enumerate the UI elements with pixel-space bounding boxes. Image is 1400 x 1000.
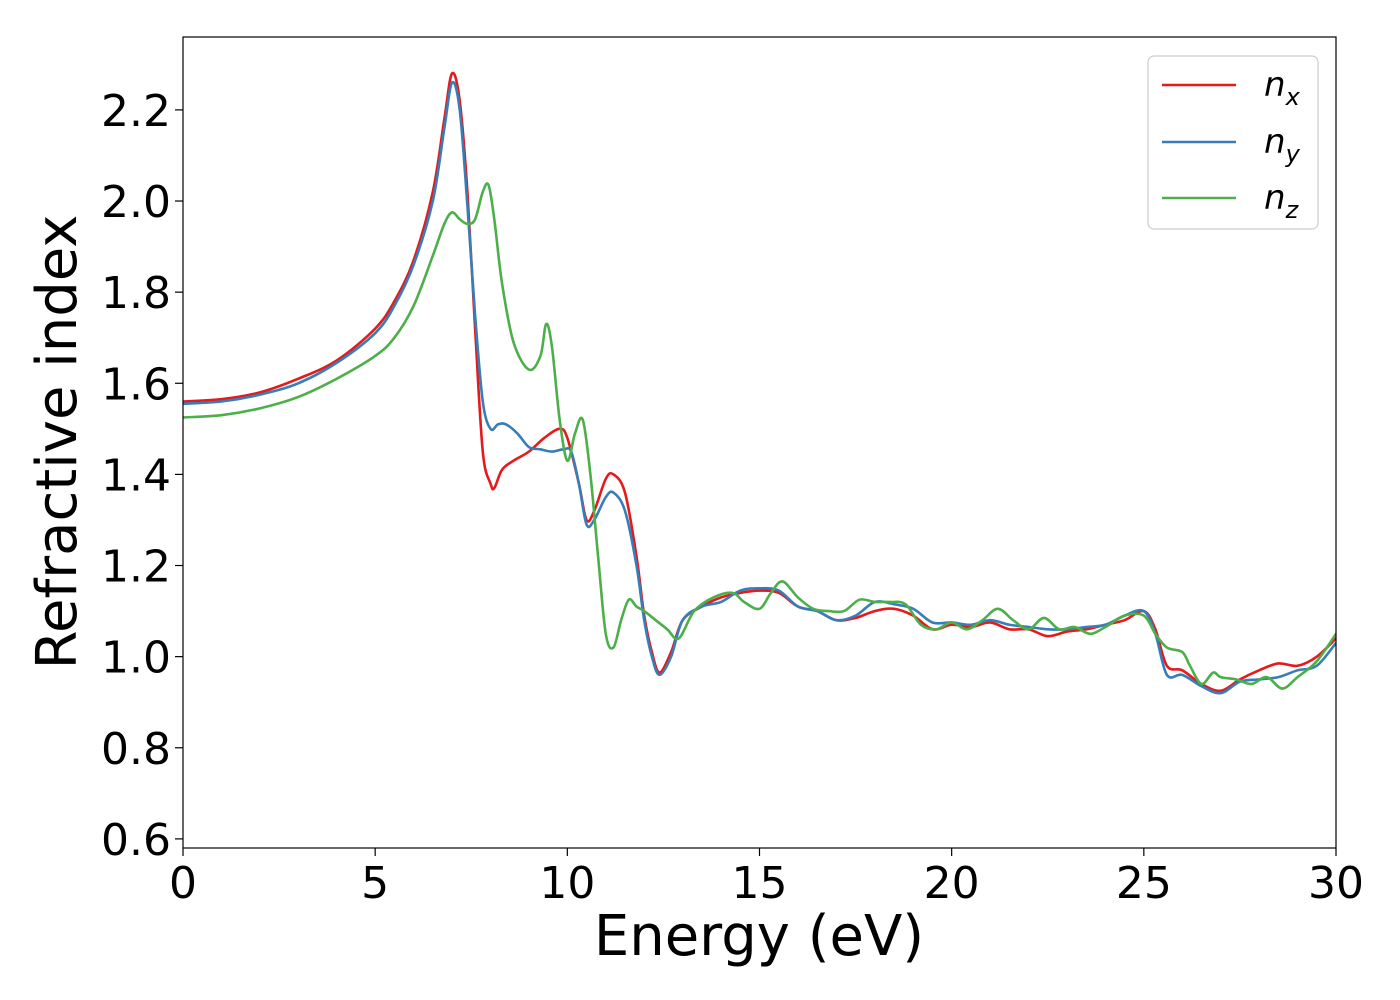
y-tick-label: 1.0: [101, 633, 171, 684]
y-tick-label: 0.8: [101, 724, 171, 775]
legend-label-subscript: y: [1285, 140, 1301, 168]
y-axis-label: Refractive index: [25, 215, 90, 670]
legend-label-subscript: x: [1285, 83, 1301, 111]
legend-label-main: n: [1264, 65, 1286, 105]
x-tick-label: 10: [539, 858, 595, 909]
legend-label-n-y: ny: [1264, 122, 1301, 168]
x-tick-label: 20: [924, 858, 980, 909]
legend-label-main: n: [1264, 122, 1286, 162]
legend-label-subscript: z: [1285, 196, 1300, 224]
x-tick-label: 15: [732, 858, 788, 909]
y-tick-label: 1.6: [101, 359, 171, 410]
x-tick-label: 0: [169, 858, 197, 909]
legend-label-n-z: nz: [1264, 178, 1300, 224]
series-line-n-z: [183, 182, 1336, 690]
x-axis-label: Energy (eV): [594, 904, 924, 969]
series-layer: [183, 71, 1336, 695]
y-tick-label: 2.0: [101, 177, 171, 228]
legend-label-main: n: [1264, 178, 1286, 218]
x-axis: 0 5 10 15 20 25 30: [169, 848, 1364, 909]
y-tick-label: 0.6: [101, 815, 171, 866]
y-axis: 0.6 0.8 1.0 1.2 1.4 1.6 1.8 2.0 2.2: [101, 86, 183, 866]
x-tick-label: 30: [1308, 858, 1364, 909]
y-tick-label: 2.2: [101, 86, 171, 137]
y-tick-label: 1.2: [101, 542, 171, 593]
x-tick-label: 25: [1116, 858, 1172, 909]
legend-label-n-x: nx: [1264, 65, 1301, 111]
y-tick-label: 1.8: [101, 268, 171, 319]
y-tick-label: 1.4: [101, 450, 171, 501]
x-tick-label: 5: [361, 858, 389, 909]
